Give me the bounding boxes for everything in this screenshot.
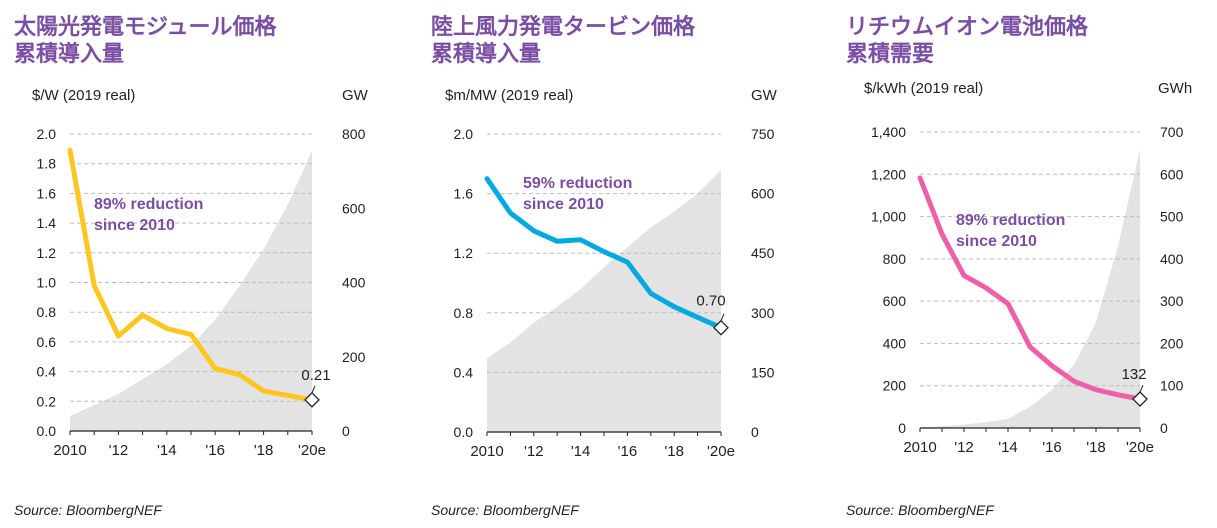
solar-panel: 太陽光発電モジュール価格 累積導入量 0.0 0.2 0.4 0.6 0.8 1.0 1.2…: [0, 0, 405, 528]
x-tick-label: '20e: [707, 443, 735, 460]
left-tick-label: 1.0: [37, 275, 57, 291]
right-tick-label: 800: [342, 126, 366, 142]
x-tick-label: '18: [664, 443, 684, 460]
solar-chart: 0.0 0.2 0.4 0.6 0.8 1.0 1.2 1.4 1.6 1.8 2.0 0 200 400…: [0, 0, 405, 490]
left-tick-label: 1.4: [37, 215, 57, 231]
source-label: Source: BloombergNEF: [846, 502, 994, 518]
left-tick-label: 2.0: [37, 126, 57, 142]
right-axis-unit: GWh: [1158, 80, 1192, 97]
left-tick-label: 400: [883, 335, 907, 351]
end-label-leader: [1140, 385, 1143, 392]
reduction-annotation: 89% reduction since 2010: [956, 212, 1065, 250]
right-tick-label: 0: [1160, 420, 1168, 436]
x-tick-label: '14: [998, 439, 1018, 456]
cumulative-area: [920, 149, 1140, 428]
left-tick-label: 600: [883, 293, 907, 309]
annotation-line: 89% reduction: [956, 212, 1065, 229]
left-tick-label: 0.8: [454, 305, 474, 321]
left-tick-label: 1.6: [454, 186, 474, 202]
right-tick-label: 0: [342, 423, 350, 439]
right-tick-label: 750: [751, 126, 775, 142]
left-tick-label: 1.2: [37, 245, 57, 261]
x-tick-label: 2010: [903, 439, 936, 456]
right-tick-label: 450: [751, 245, 775, 261]
wind-chart: 0.0 0.4 0.8 1.2 1.6 2.0 0 150 300 450 600 750 2010 '1…: [415, 0, 820, 490]
left-tick-label: 0: [898, 420, 906, 436]
left-tick-label: 0.2: [37, 393, 57, 409]
annotation-line: 59% reduction: [523, 175, 632, 192]
right-tick-label: 500: [1160, 209, 1184, 225]
left-tick-label: 1,200: [871, 166, 906, 182]
left-tick-label: 0.0: [37, 423, 57, 439]
x-tick-label: '14: [571, 443, 591, 460]
right-tick-label: 150: [751, 364, 775, 380]
right-tick-label: 600: [751, 186, 775, 202]
right-tick-label: 200: [1160, 335, 1184, 351]
end-label-leader: [721, 314, 724, 321]
left-axis-unit: $/kWh (2019 real): [864, 80, 983, 97]
right-axis-unit: GW: [342, 87, 369, 104]
right-tick-label: 600: [342, 200, 366, 216]
right-tick-label: 300: [751, 305, 775, 321]
left-axis-unit: $m/MW (2019 real): [445, 87, 573, 104]
x-tick-label: '12: [524, 443, 544, 460]
x-tick-label: '12: [954, 439, 974, 456]
right-tick-label: 700: [1160, 124, 1184, 140]
left-tick-label: 1,400: [871, 124, 906, 140]
left-tick-label: 0.4: [454, 364, 474, 380]
source-label: Source: BloombergNEF: [431, 502, 579, 518]
annotation-line: since 2010: [94, 217, 175, 234]
left-tick-label: 1.6: [37, 185, 57, 201]
right-axis-unit: GW: [751, 87, 778, 104]
left-axis-unit: $/W (2019 real): [32, 87, 135, 104]
annotation-line: since 2010: [523, 196, 604, 213]
right-tick-label: 200: [342, 349, 366, 365]
x-tick-label: '14: [157, 442, 177, 459]
x-tick-label: '16: [618, 443, 638, 460]
x-tick-label: '20e: [1126, 439, 1154, 456]
x-tick-label: '12: [109, 442, 129, 459]
end-value-label: 0.70: [696, 293, 725, 310]
source-label: Source: BloombergNEF: [14, 502, 162, 518]
left-tick-label: 1.8: [37, 156, 57, 172]
left-tick-label: 800: [883, 251, 907, 267]
right-tick-label: 0: [751, 424, 759, 440]
left-tick-label: 1.2: [454, 245, 474, 261]
end-value-label: 132: [1121, 366, 1146, 383]
x-tick-label: '16: [205, 442, 225, 459]
annotation-line: 89% reduction: [94, 196, 203, 213]
end-value-label: 0.21: [301, 367, 330, 384]
right-tick-label: 100: [1160, 378, 1184, 394]
battery-panel: リチウムイオン電池価格 累積需要 0 200 400 600 800 1,000 1,200…: [832, 0, 1217, 528]
end-label-leader: [312, 386, 315, 393]
left-tick-label: 2.0: [454, 126, 474, 142]
right-tick-label: 600: [1160, 166, 1184, 182]
right-tick-label: 300: [1160, 293, 1184, 309]
battery-chart: 0 200 400 600 800 1,000 1,200 1,400 0 100 200 300 40…: [832, 0, 1217, 490]
wind-panel: 陸上風力発電タービン価格 累積導入量 0.0 0.4 0.8 1.2 1.6 2.0 0 15…: [415, 0, 820, 528]
left-tick-label: 1,000: [871, 209, 906, 225]
right-tick-label: 400: [342, 275, 366, 291]
annotation-line: since 2010: [956, 233, 1037, 250]
x-tick-label: '18: [254, 442, 274, 459]
left-tick-label: 0.6: [37, 334, 57, 350]
left-tick-label: 0.4: [37, 364, 57, 380]
x-tick-label: '16: [1042, 439, 1062, 456]
cumulative-area: [70, 151, 312, 431]
left-tick-label: 200: [883, 378, 907, 394]
left-tick-label: 0.0: [454, 424, 474, 440]
x-tick-label: 2010: [53, 442, 86, 459]
x-tick-label: '20e: [298, 442, 326, 459]
left-tick-label: 0.8: [37, 304, 57, 320]
x-tick-label: '18: [1086, 439, 1106, 456]
right-tick-label: 400: [1160, 251, 1184, 267]
x-tick-label: 2010: [470, 443, 503, 460]
reduction-annotation: 89% reduction since 2010: [94, 196, 203, 234]
